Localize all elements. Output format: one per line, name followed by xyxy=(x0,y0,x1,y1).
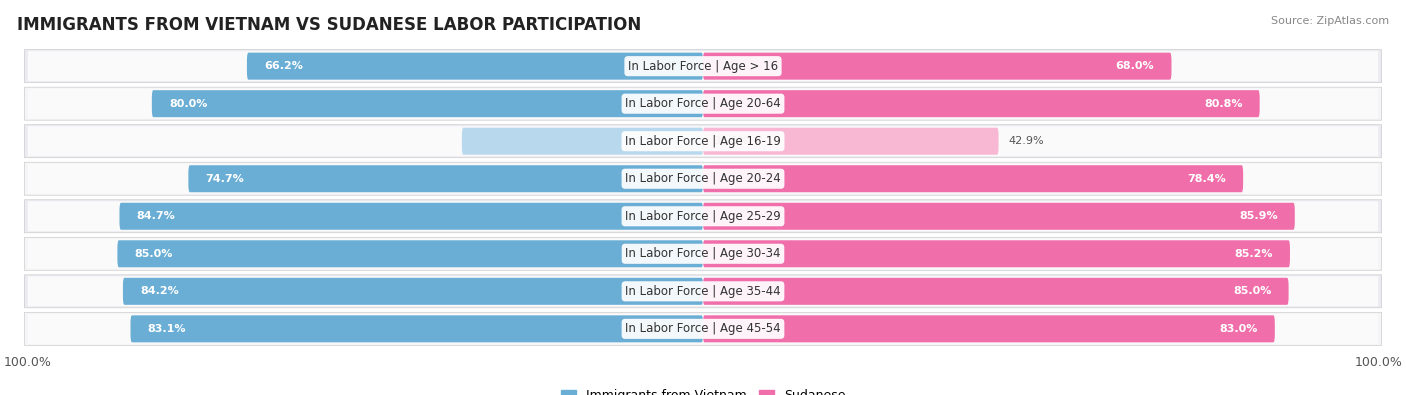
FancyBboxPatch shape xyxy=(24,125,1382,158)
Legend: Immigrants from Vietnam, Sudanese: Immigrants from Vietnam, Sudanese xyxy=(555,384,851,395)
Text: 85.9%: 85.9% xyxy=(1239,211,1278,221)
Text: 85.0%: 85.0% xyxy=(1233,286,1271,296)
Text: In Labor Force | Age 30-34: In Labor Force | Age 30-34 xyxy=(626,247,780,260)
Text: In Labor Force | Age 45-54: In Labor Force | Age 45-54 xyxy=(626,322,780,335)
FancyBboxPatch shape xyxy=(463,128,703,155)
FancyBboxPatch shape xyxy=(28,89,1378,118)
FancyBboxPatch shape xyxy=(28,201,1378,231)
Text: In Labor Force | Age > 16: In Labor Force | Age > 16 xyxy=(628,60,778,73)
FancyBboxPatch shape xyxy=(703,315,1275,342)
FancyBboxPatch shape xyxy=(118,240,703,267)
Text: 84.2%: 84.2% xyxy=(141,286,179,296)
FancyBboxPatch shape xyxy=(24,237,1382,270)
FancyBboxPatch shape xyxy=(28,51,1378,81)
FancyBboxPatch shape xyxy=(24,312,1382,345)
FancyBboxPatch shape xyxy=(28,239,1378,269)
Text: In Labor Force | Age 20-64: In Labor Force | Age 20-64 xyxy=(626,97,780,110)
FancyBboxPatch shape xyxy=(24,50,1382,83)
FancyBboxPatch shape xyxy=(28,276,1378,307)
FancyBboxPatch shape xyxy=(703,240,1289,267)
Text: 85.2%: 85.2% xyxy=(1234,249,1272,259)
FancyBboxPatch shape xyxy=(188,165,703,192)
Text: 80.8%: 80.8% xyxy=(1204,99,1243,109)
Text: In Labor Force | Age 25-29: In Labor Force | Age 25-29 xyxy=(626,210,780,223)
FancyBboxPatch shape xyxy=(24,275,1382,308)
FancyBboxPatch shape xyxy=(122,278,703,305)
Text: Source: ZipAtlas.com: Source: ZipAtlas.com xyxy=(1271,16,1389,26)
FancyBboxPatch shape xyxy=(28,314,1378,344)
Text: In Labor Force | Age 16-19: In Labor Force | Age 16-19 xyxy=(626,135,780,148)
FancyBboxPatch shape xyxy=(24,162,1382,195)
Text: 83.0%: 83.0% xyxy=(1219,324,1257,334)
FancyBboxPatch shape xyxy=(152,90,703,117)
FancyBboxPatch shape xyxy=(28,164,1378,194)
Text: 78.4%: 78.4% xyxy=(1187,174,1226,184)
Text: 80.0%: 80.0% xyxy=(169,99,208,109)
Text: 68.0%: 68.0% xyxy=(1115,61,1154,71)
Text: In Labor Force | Age 20-24: In Labor Force | Age 20-24 xyxy=(626,172,780,185)
Text: IMMIGRANTS FROM VIETNAM VS SUDANESE LABOR PARTICIPATION: IMMIGRANTS FROM VIETNAM VS SUDANESE LABO… xyxy=(17,16,641,34)
FancyBboxPatch shape xyxy=(120,203,703,230)
FancyBboxPatch shape xyxy=(703,128,998,155)
FancyBboxPatch shape xyxy=(703,90,1260,117)
FancyBboxPatch shape xyxy=(703,53,1171,80)
Text: 74.7%: 74.7% xyxy=(205,174,245,184)
FancyBboxPatch shape xyxy=(703,165,1243,192)
FancyBboxPatch shape xyxy=(131,315,703,342)
FancyBboxPatch shape xyxy=(703,278,1289,305)
Text: 85.0%: 85.0% xyxy=(135,249,173,259)
Text: 35.0%: 35.0% xyxy=(713,136,748,146)
FancyBboxPatch shape xyxy=(247,53,703,80)
Text: 83.1%: 83.1% xyxy=(148,324,186,334)
Text: In Labor Force | Age 35-44: In Labor Force | Age 35-44 xyxy=(626,285,780,298)
FancyBboxPatch shape xyxy=(703,203,1295,230)
Text: 42.9%: 42.9% xyxy=(1010,136,1045,146)
FancyBboxPatch shape xyxy=(24,200,1382,233)
Text: 66.2%: 66.2% xyxy=(264,61,304,71)
FancyBboxPatch shape xyxy=(28,126,1378,156)
Text: 84.7%: 84.7% xyxy=(136,211,176,221)
FancyBboxPatch shape xyxy=(24,87,1382,120)
